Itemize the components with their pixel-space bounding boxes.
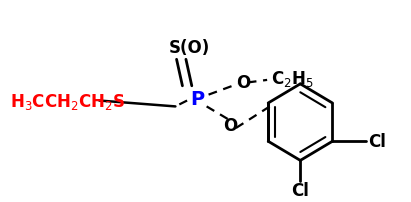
Text: C$_2$H$_5$: C$_2$H$_5$ <box>271 69 314 88</box>
Text: O: O <box>223 117 237 134</box>
Text: Cl: Cl <box>368 133 386 150</box>
Text: Cl: Cl <box>291 181 309 199</box>
Text: O: O <box>237 74 251 92</box>
Text: S(O): S(O) <box>169 38 210 56</box>
Text: P: P <box>190 90 204 108</box>
Text: H$_3$CCH$_2$CH$_2$S: H$_3$CCH$_2$CH$_2$S <box>10 91 126 111</box>
